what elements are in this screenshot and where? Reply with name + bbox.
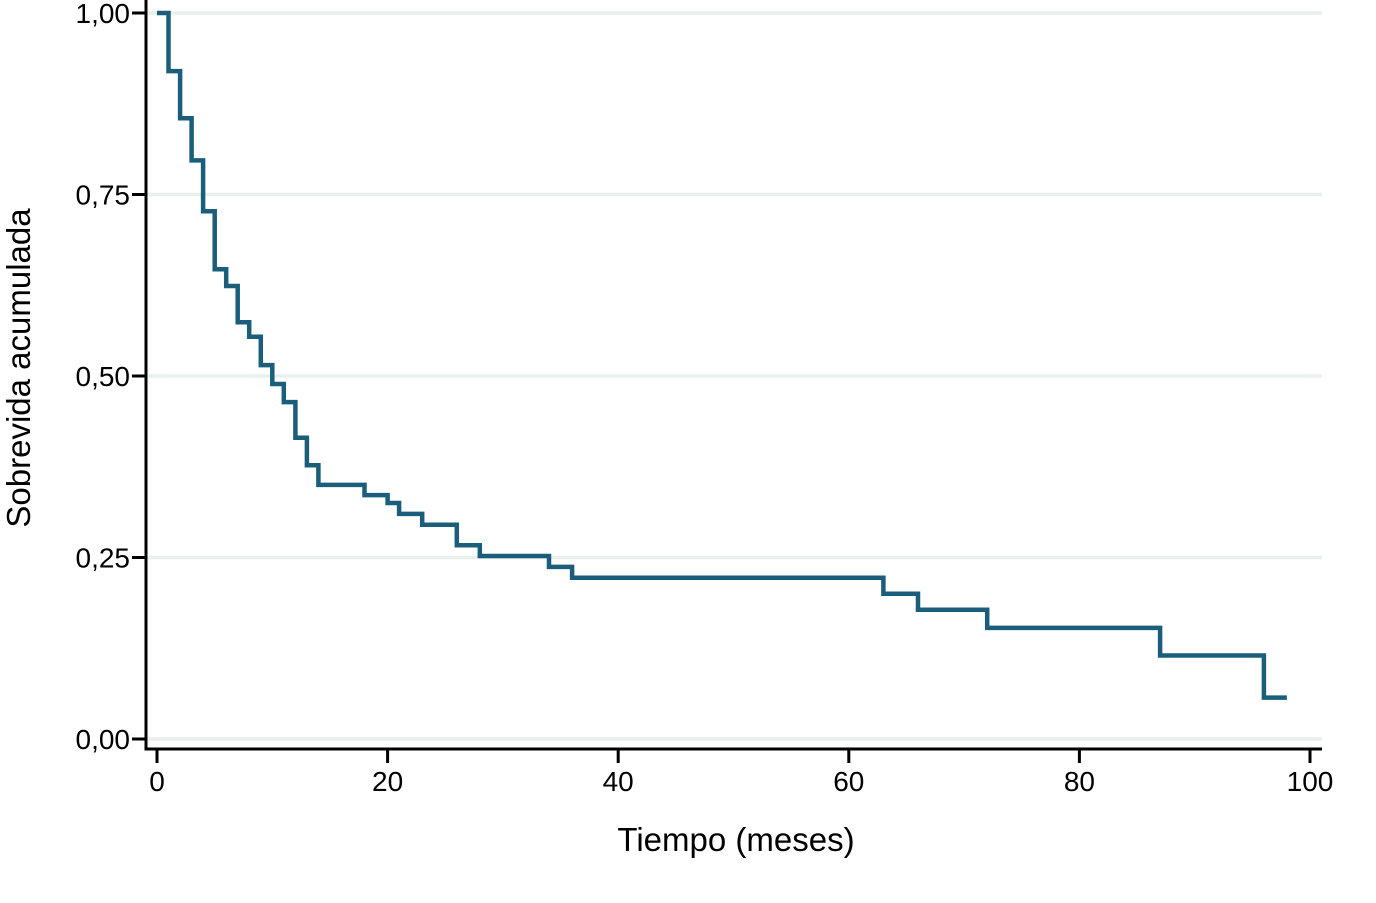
y-tick-label: 0,50	[76, 361, 131, 392]
x-tick-label: 40	[603, 766, 634, 797]
x-tick-label: 60	[833, 766, 864, 797]
y-tick-label: 0,00	[76, 724, 131, 755]
y-tick-label: 0,25	[76, 543, 131, 574]
x-tick-label: 20	[372, 766, 403, 797]
x-tick-label: 100	[1287, 766, 1334, 797]
survival-curve	[157, 10, 1287, 700]
x-tick-label: 80	[1064, 766, 1095, 797]
x-tick-label: 0	[149, 766, 165, 797]
y-axis-title: Sobrevida acumulada	[0, 208, 37, 528]
y-tick-label: 1,00	[76, 0, 131, 29]
x-axis-title: Tiempo (meses)	[617, 821, 855, 858]
y-tick-label: 0,75	[76, 180, 131, 211]
